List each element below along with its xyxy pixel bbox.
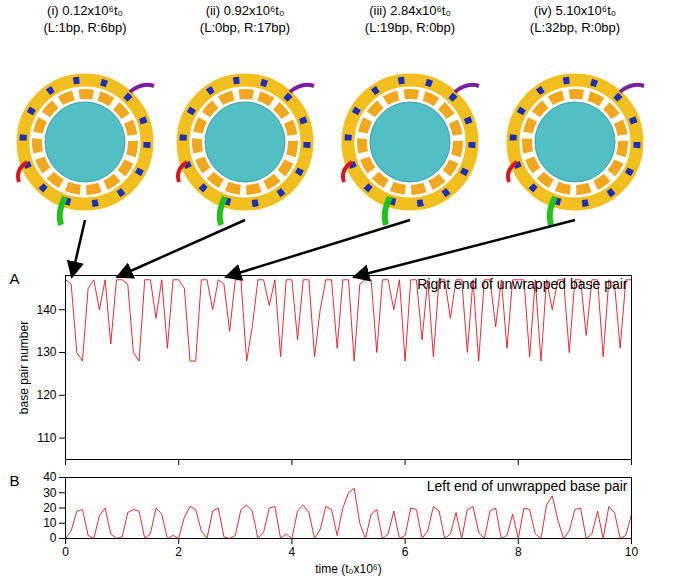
- svg-text:2: 2: [175, 545, 182, 559]
- svg-text:0: 0: [62, 545, 69, 559]
- svg-text:base pair number: base pair number: [17, 321, 31, 414]
- svg-text:30: 30: [43, 486, 57, 500]
- svg-text:Right end of unwrapped base pa: Right end of unwrapped base pair: [417, 276, 627, 292]
- svg-text:(iii) 2.84x10⁶t₀: (iii) 2.84x10⁶t₀: [369, 3, 451, 18]
- svg-text:6: 6: [402, 545, 409, 559]
- svg-text:time (t₀x10⁶): time (t₀x10⁶): [315, 562, 382, 576]
- svg-text:0: 0: [50, 531, 57, 545]
- svg-text:140: 140: [36, 303, 56, 317]
- svg-text:120: 120: [36, 388, 56, 402]
- svg-text:(L:0bp, R:17bp): (L:0bp, R:17bp): [200, 20, 290, 35]
- svg-text:(L:19bp, R:0bp): (L:19bp, R:0bp): [365, 20, 455, 35]
- svg-text:40: 40: [43, 470, 57, 484]
- svg-text:(L:32bp, R:0bp): (L:32bp, R:0bp): [530, 20, 620, 35]
- svg-text:130: 130: [36, 345, 56, 359]
- svg-text:B: B: [10, 472, 20, 489]
- svg-text:10: 10: [625, 545, 639, 559]
- svg-text:A: A: [10, 270, 20, 287]
- svg-text:Left end of unwrapped base pai: Left end of unwrapped base pair: [427, 478, 628, 494]
- svg-text:110: 110: [37, 431, 56, 445]
- svg-text:(iv) 5.10x10⁶t₀: (iv) 5.10x10⁶t₀: [534, 3, 616, 18]
- svg-text:8: 8: [515, 545, 522, 559]
- svg-text:(i) 0.12x10⁶t₀: (i) 0.12x10⁶t₀: [47, 3, 123, 18]
- svg-text:20: 20: [43, 501, 57, 515]
- svg-text:(ii) 0.92x10⁶t₀: (ii) 0.92x10⁶t₀: [206, 3, 285, 18]
- svg-text:(L:1bp, R:6bp): (L:1bp, R:6bp): [43, 20, 126, 35]
- svg-text:10: 10: [43, 516, 57, 530]
- svg-text:4: 4: [289, 545, 296, 559]
